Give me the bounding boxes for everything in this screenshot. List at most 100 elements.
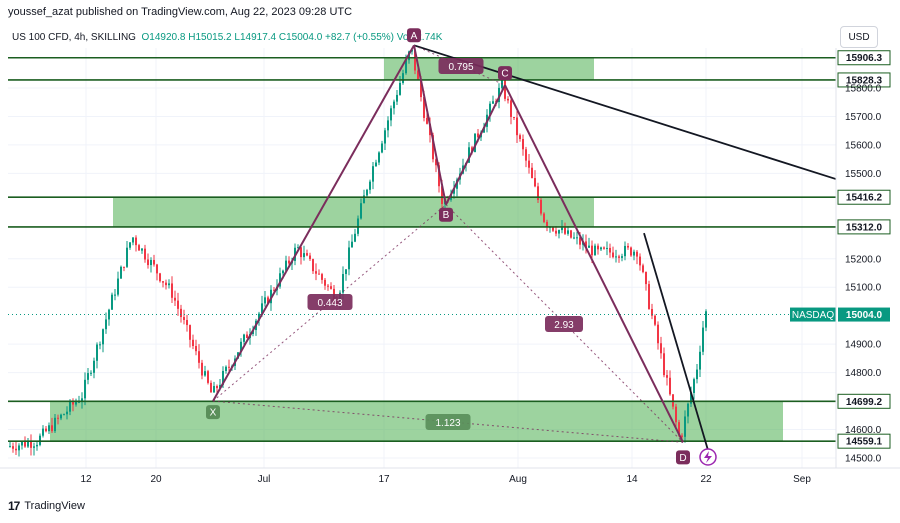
candle-body	[96, 344, 98, 361]
support-resistance-zones	[50, 57, 783, 442]
candle-body	[120, 266, 122, 279]
candle-body	[471, 147, 473, 153]
candle-body	[573, 237, 575, 239]
candle-body	[669, 377, 671, 395]
resistance-trendline	[413, 44, 837, 180]
price-tick-label: 15500.0	[845, 169, 882, 180]
candle-body	[393, 101, 395, 109]
candle-body	[267, 297, 269, 304]
symbol-title[interactable]: US 100 CFD, 4h, SKILLING	[12, 32, 136, 43]
trend-lines	[413, 44, 837, 464]
candle-body	[159, 273, 161, 282]
pattern-point-label: A	[411, 31, 418, 42]
ratio-label-box	[438, 58, 484, 74]
level-label: 14559.1	[846, 437, 883, 448]
candle-body	[702, 327, 704, 352]
candle-body	[687, 403, 689, 417]
candle-body	[516, 117, 518, 136]
candle-body	[105, 319, 107, 330]
level-label-box	[837, 219, 891, 235]
candle-body	[69, 401, 71, 412]
candle-body	[615, 256, 617, 258]
currency-button[interactable]: USD	[840, 26, 878, 48]
candle-body	[177, 300, 179, 309]
pattern-point-label: B	[443, 210, 450, 221]
candle-body	[489, 103, 491, 115]
candle-body	[345, 269, 347, 275]
candle-body	[405, 60, 407, 74]
candle-body	[477, 133, 479, 138]
level-label-box	[837, 72, 891, 88]
candle-body	[570, 230, 572, 238]
candle-body	[492, 101, 494, 104]
candle-body	[510, 100, 512, 117]
ohlc-close: C15004.0	[278, 32, 323, 43]
pattern-leg	[504, 84, 684, 443]
level-label-box	[837, 393, 891, 409]
candle-body	[204, 371, 206, 376]
candle-body	[555, 230, 557, 234]
candle-body	[102, 329, 104, 345]
candle-body	[564, 227, 566, 234]
ohlc-change: +82.7 (+0.55%)	[325, 32, 394, 43]
time-tick-label: Aug	[509, 474, 527, 485]
candle-body	[27, 441, 29, 447]
ohlc-high: H15015.2	[188, 32, 232, 43]
pattern-point-box	[439, 207, 453, 222]
pattern-point-label: X	[210, 408, 217, 419]
candle-body	[588, 245, 590, 248]
candle-body	[621, 256, 623, 258]
symbol-tag: NASDAQ	[792, 310, 834, 321]
candle-body	[42, 428, 44, 436]
candle-body	[666, 375, 668, 378]
candle-body	[366, 189, 368, 196]
candle-body	[417, 70, 419, 80]
candle-body	[690, 392, 692, 404]
candle-body	[300, 247, 302, 258]
candle-body	[381, 143, 383, 153]
candle-body	[30, 441, 32, 448]
candle-body	[306, 253, 308, 256]
candle-body	[24, 441, 26, 447]
candle-body	[162, 281, 164, 283]
candle-body	[474, 133, 476, 153]
price-tick-label: 15800.0	[845, 84, 882, 95]
candle-body	[198, 351, 200, 363]
candle-body	[297, 247, 299, 249]
candle-body	[540, 199, 542, 214]
candle-body	[636, 251, 638, 257]
price-tick-label: 15700.0	[845, 112, 882, 123]
candlesticks	[9, 49, 707, 457]
candle-body	[135, 237, 137, 246]
candle-body	[351, 241, 353, 248]
time-tick-label: 22	[700, 474, 712, 485]
candle-body	[309, 255, 311, 260]
candle-body	[585, 241, 587, 248]
candle-body	[531, 167, 533, 179]
candle-body	[432, 135, 434, 160]
candle-body	[612, 252, 614, 258]
ohlc-open: O14920.8	[141, 32, 186, 43]
candle-body	[141, 248, 143, 251]
level-label: 14699.2	[846, 397, 883, 408]
candle-body	[561, 227, 563, 231]
candle-body	[240, 341, 242, 353]
pattern-leg	[445, 84, 506, 206]
candle-body	[360, 203, 362, 219]
candle-body	[390, 108, 392, 121]
price-tick-label: 14800.0	[845, 368, 882, 379]
pattern-ratio-line	[445, 204, 684, 443]
candle-body	[165, 282, 167, 286]
candle-body	[99, 344, 101, 346]
candle-body	[654, 315, 656, 325]
candle-body	[657, 324, 659, 344]
candle-body	[171, 283, 173, 298]
candle-body	[192, 339, 194, 347]
level-label: 15828.3	[846, 75, 883, 86]
candle-body	[435, 159, 437, 166]
candle-body	[348, 247, 350, 270]
candle-body	[633, 251, 635, 256]
candle-body	[618, 256, 620, 258]
tradingview-branding[interactable]: 17 TradingView	[8, 499, 85, 513]
